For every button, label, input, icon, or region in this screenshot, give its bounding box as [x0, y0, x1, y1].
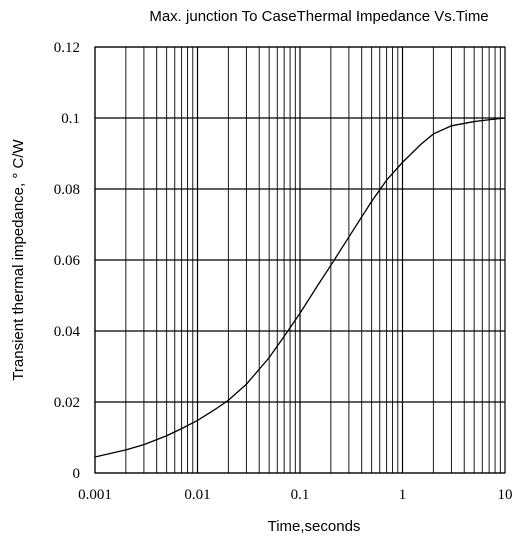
- x-tick-label: 10: [498, 487, 513, 503]
- y-axis-label: Transient thermal impedance, ° C/W: [10, 138, 27, 380]
- x-tick-labels: 0.001 0.01 0.1 1 10: [78, 487, 512, 503]
- y-tick-label: 0: [73, 466, 81, 482]
- y-tick-labels: 0 0.02 0.04 0.06 0.08 0.1 0.12: [54, 40, 81, 482]
- impedance-curve: [94, 117, 506, 458]
- plot-frame: [94, 46, 506, 474]
- y-tick-label: 0.12: [54, 40, 80, 56]
- grid-lines: [94, 46, 505, 474]
- x-tick-label: 0.1: [291, 487, 310, 503]
- x-tick-label: 1: [399, 487, 407, 503]
- y-tick-label: 0.06: [54, 253, 81, 269]
- x-axis-label: Time,seconds: [268, 518, 361, 535]
- x-tick-label: 0.001: [78, 487, 112, 503]
- y-tick-label: 0.04: [54, 324, 81, 340]
- y-tick-label: 0.02: [54, 395, 80, 411]
- y-tick-label: 0.1: [61, 111, 80, 127]
- chart-title: Max. junction To CaseThermal Impedance V…: [149, 8, 488, 25]
- x-tick-label: 0.01: [184, 487, 210, 503]
- y-tick-label: 0.08: [54, 182, 80, 198]
